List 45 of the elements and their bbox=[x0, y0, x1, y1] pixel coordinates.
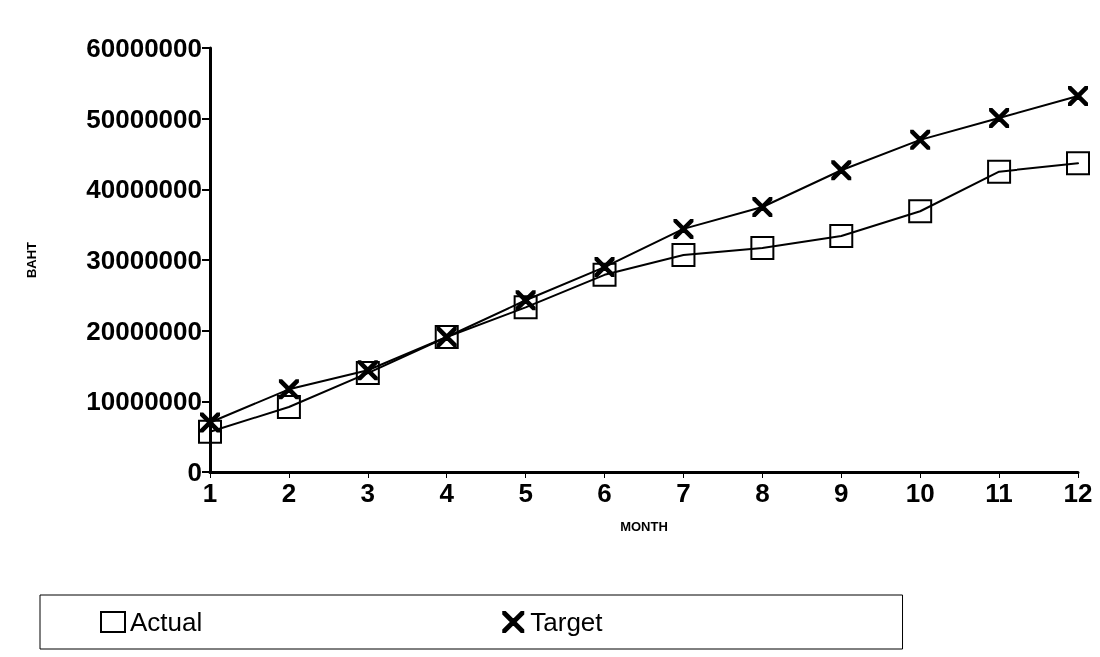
point bbox=[515, 290, 536, 311]
point bbox=[910, 129, 931, 150]
x-tick-label: 2 bbox=[281, 478, 297, 508]
point bbox=[355, 361, 380, 386]
legend-label: Actual bbox=[130, 607, 203, 637]
x-tick-label: 12 bbox=[1063, 478, 1093, 508]
point bbox=[594, 257, 615, 278]
point bbox=[671, 243, 696, 268]
point bbox=[198, 419, 222, 444]
x-tick-label: 3 bbox=[360, 478, 376, 508]
point bbox=[829, 223, 854, 248]
x-tick-label: 4 bbox=[439, 478, 455, 508]
point bbox=[989, 107, 1010, 128]
x-tick-label: 6 bbox=[597, 478, 612, 508]
x-axis-title: MONTH bbox=[620, 519, 668, 534]
y-tick-label: 50000000 bbox=[86, 103, 202, 134]
point bbox=[276, 394, 301, 419]
y-tick-label: 10000000 bbox=[86, 386, 202, 417]
point bbox=[278, 379, 299, 400]
x-tick-label: 1 bbox=[202, 478, 218, 508]
y-tick-label: 40000000 bbox=[86, 174, 202, 205]
x-tick-label: 7 bbox=[676, 478, 691, 508]
x-tick-label: 8 bbox=[755, 478, 770, 508]
x-tick-label: 10 bbox=[905, 478, 935, 508]
point bbox=[673, 218, 694, 239]
point bbox=[752, 197, 773, 217]
point bbox=[357, 360, 378, 381]
point bbox=[750, 235, 775, 260]
point bbox=[1066, 151, 1090, 176]
point bbox=[908, 199, 933, 224]
y-tick-label: 60000000 bbox=[86, 33, 202, 63]
y-tick-label: 30000000 bbox=[86, 245, 202, 275]
point bbox=[513, 295, 538, 320]
y-axis-title: BAHT bbox=[24, 241, 39, 279]
x-tick-label: 5 bbox=[518, 478, 533, 508]
point bbox=[987, 159, 1012, 184]
x-tick-label: 11 bbox=[985, 478, 1013, 508]
x-tick-label: 9 bbox=[834, 478, 849, 508]
legend-label: Target bbox=[530, 607, 604, 637]
y-tick-label: 20000000 bbox=[86, 315, 202, 346]
y-tick-label: 0 bbox=[187, 457, 202, 487]
point bbox=[1068, 86, 1088, 107]
point bbox=[200, 412, 220, 433]
point bbox=[592, 262, 617, 287]
point bbox=[831, 160, 852, 181]
